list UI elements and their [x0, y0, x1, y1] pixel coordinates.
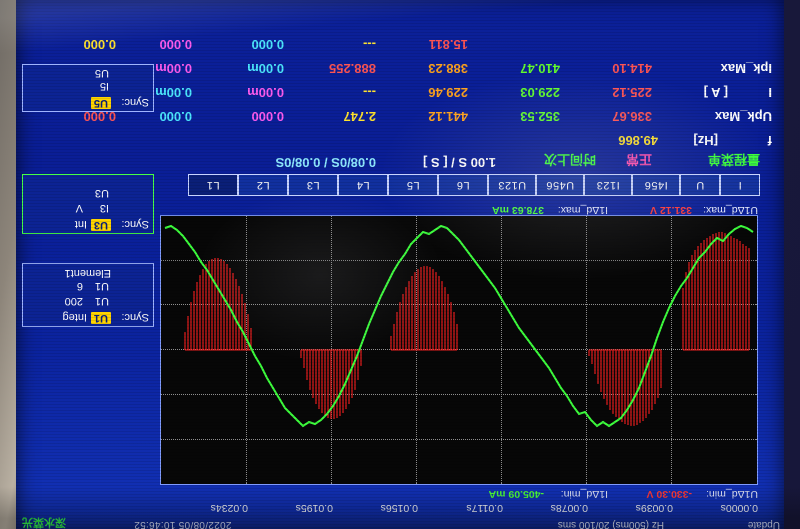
sync-row2-left-1: U1	[94, 295, 109, 307]
sync-chip-1[interactable]: U1	[90, 312, 111, 324]
sync-row2-left-2: I3	[99, 202, 109, 214]
row-label-f: f	[767, 133, 772, 148]
integ-label-1: Integ	[62, 311, 87, 323]
i-value-5: 0.00m	[247, 85, 284, 100]
i-min-value: -405.09 mA	[488, 488, 544, 500]
i-value-1: 225.12	[612, 85, 652, 100]
sync-row2-left-3: I5	[99, 80, 109, 92]
ipk-max-2: 410.47	[520, 61, 560, 76]
axis-tick-0: 0.0000s	[720, 502, 758, 514]
scale-label[interactable]: 1.00 S / [ S ]	[423, 155, 496, 170]
waveform-plot[interactable]	[160, 215, 758, 485]
ratio-label[interactable]: 0.08/0S / 0.08/0S	[275, 155, 376, 170]
i-value-3: 229.46	[428, 85, 468, 100]
row-unit-i: [ A ]	[703, 85, 728, 100]
i-max-label: I1Δd_max:	[557, 204, 608, 216]
upk-max-6: 0.000	[159, 109, 192, 124]
sync-label-3: Sync:	[121, 96, 149, 108]
update-label: Update	[747, 519, 780, 529]
upk-max-4: 2.747	[343, 109, 376, 124]
tab-L3[interactable]: L3	[288, 174, 338, 196]
integ-label-2: Int	[74, 218, 87, 230]
sync-row3-right-1: 6	[76, 280, 83, 292]
power-analyzer-screen: Update Hz (500ms) 20/100 sms 2022/08/05 …	[16, 0, 784, 529]
u-max-value: 331.12 V	[649, 204, 692, 216]
waveform-traces	[164, 224, 754, 428]
ipk-max-5: 0.00m	[247, 61, 284, 76]
ipk-max-3: 388.23	[428, 61, 468, 76]
extra-value-4: ---	[363, 37, 376, 52]
tab-I123[interactable]: I123	[584, 174, 632, 196]
f-value-1: 49.866	[618, 133, 658, 148]
extra-value-6: 0.000	[159, 37, 192, 52]
sync-chip-3[interactable]: U5	[90, 97, 111, 109]
sync-row3-left-2: U3	[94, 187, 109, 199]
axis-tick-6: 0.0234s	[210, 502, 248, 514]
sync-panel-element1[interactable]: Sync: U1 Integ U1 200 U1 6 Element1	[22, 263, 154, 327]
sync-row3-left-3: U5	[94, 67, 109, 79]
upk-max-3: 441.12	[428, 109, 468, 124]
tab-U123[interactable]: U123	[488, 174, 536, 196]
row-label-upk-max: Upk_Max	[714, 109, 772, 124]
u-min-label: U1Δd_min:	[706, 488, 758, 500]
current-trace-red	[184, 232, 750, 426]
tab-U[interactable]: U	[680, 174, 720, 196]
tab-I456[interactable]: I456	[632, 174, 680, 196]
sync-panel-element5[interactable]: Sync: U5 I5 U5	[22, 64, 154, 112]
tab-U456[interactable]: U456	[536, 174, 584, 196]
tab-L1[interactable]: L1	[188, 174, 238, 196]
sync-side-panel: Sync: U1 Integ U1 200 U1 6 Element1 Sync…	[16, 0, 162, 529]
i-max-value: 378.63 mA	[492, 204, 544, 216]
time-label[interactable]: 时间上次	[543, 152, 596, 167]
axis-tick-4: 0.0156s	[380, 502, 418, 514]
normal-label[interactable]: 正常	[625, 152, 652, 167]
sync-row2-right-2: V	[75, 202, 83, 214]
u-min-value: -330.30 V	[646, 488, 692, 500]
ipk-max-1: 414.10	[612, 61, 652, 76]
tab-I[interactable]: I	[720, 174, 760, 196]
sync-row2-right-1: 200	[64, 295, 83, 307]
ipk-max-4: 888.255	[329, 61, 376, 76]
upk-max-2: 352.53	[520, 109, 560, 124]
sync-chip-2[interactable]: U3	[90, 219, 111, 231]
row-label-i: I	[768, 85, 772, 100]
i-value-2: 229.03	[520, 85, 560, 100]
sync-panel-element3[interactable]: Sync: U3 Int I3 V U3	[22, 174, 154, 234]
sync-row3-left-1: U1	[94, 280, 109, 292]
tab-L5[interactable]: L5	[388, 174, 438, 196]
axis-tick-2: 0.0078s	[550, 502, 588, 514]
axis-tick-5: 0.0195s	[295, 502, 333, 514]
row-unit-f: [Hz]	[693, 133, 718, 148]
tab-L2[interactable]: L2	[238, 174, 288, 196]
sync-label-1: Sync:	[121, 311, 149, 323]
voltage-trace-green	[164, 224, 754, 428]
axis-tick-3: 0.0117s	[466, 502, 503, 514]
sync-label-2: Sync:	[121, 218, 149, 230]
cursor-max-row: U1Δd_max: 331.12 V I1Δd_max: 378.63 mA	[162, 200, 758, 216]
upk-max-5: 0.000	[251, 109, 284, 124]
range-menu-label[interactable]: 量程菜单	[707, 152, 760, 167]
axis-tick-1: 0.0039s	[635, 502, 673, 514]
row-label-ipk-max: Ipk_Max	[720, 61, 772, 76]
channel-tab-bar[interactable]: I U I456 I123 U456 U123 L6 L5 L4 L3 L2 L…	[160, 174, 760, 196]
extra-value-5: 0.000	[251, 37, 284, 52]
i-value-4: ---	[363, 85, 376, 100]
upk-max-1: 336.67	[612, 109, 652, 124]
element-label-1: Element1	[64, 267, 111, 279]
i-min-label: I1Δd_min:	[560, 488, 608, 500]
sample-rate-label: Hz (500ms) 20/100 sms	[557, 519, 664, 529]
tab-L4[interactable]: L4	[338, 174, 388, 196]
tab-L6[interactable]: L6	[438, 174, 488, 196]
extra-value-3: 15.811	[428, 37, 468, 52]
u-max-label: U1Δd_max:	[703, 204, 758, 216]
